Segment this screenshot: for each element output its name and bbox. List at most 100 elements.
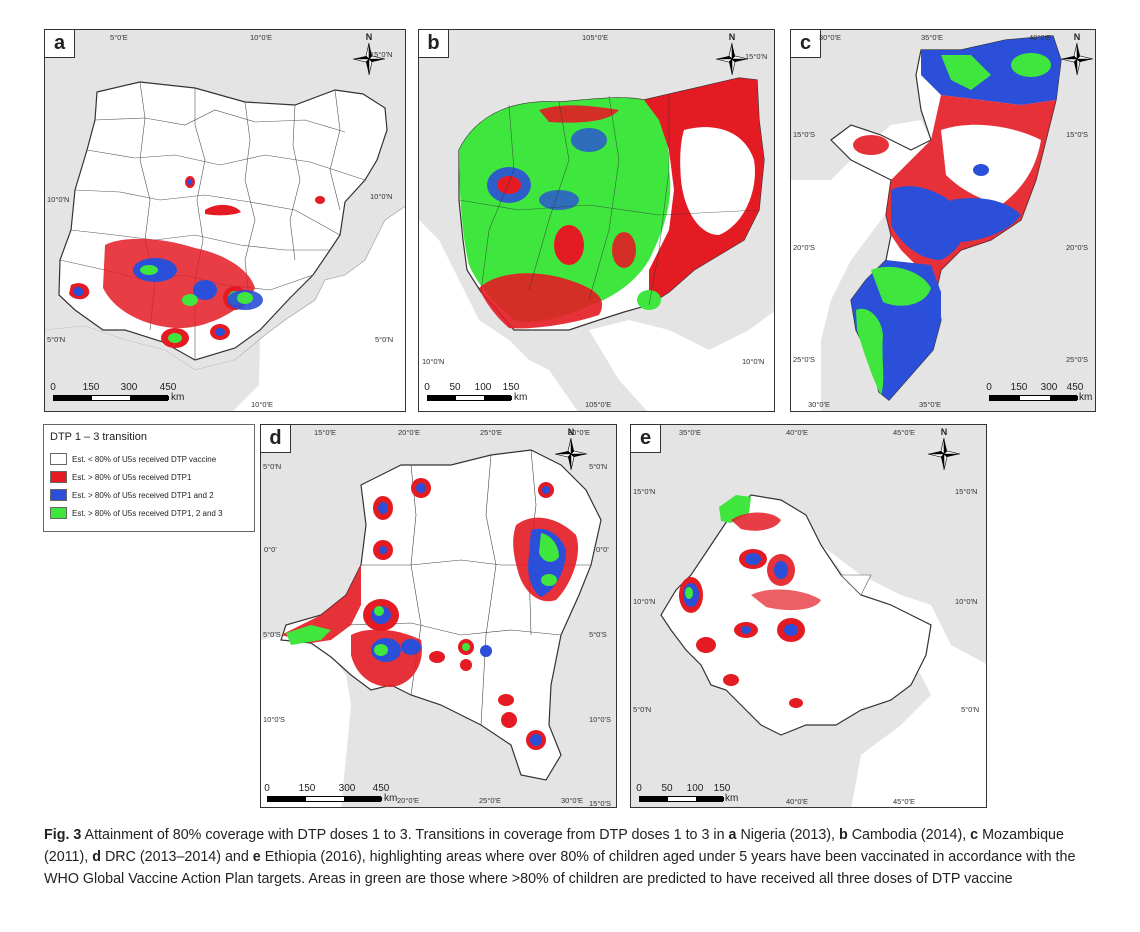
caption-text: DRC (2013–2014) and bbox=[104, 849, 249, 865]
coord-top-c-1: 30°0'E bbox=[819, 33, 841, 42]
scale-unit: km bbox=[171, 392, 185, 403]
legend-item-label: Est. > 80% of U5s received DTP1 and 2 bbox=[72, 490, 214, 500]
coverage-areas-c bbox=[851, 36, 1061, 400]
coord-left-a-2: 5°0'N bbox=[47, 335, 66, 344]
scale-unit: km bbox=[1079, 392, 1093, 403]
north-arrow-b: N bbox=[714, 32, 750, 78]
coord-right-d-3: 5°0'S bbox=[589, 630, 607, 639]
legend-swatch-white bbox=[50, 453, 67, 465]
coord-right-e-3: 5°0'N bbox=[961, 705, 980, 714]
scale-tick: 450 bbox=[159, 382, 177, 393]
map-panel-e: e 35°0'E 40°0'E 45°0'E 15°0'N 10°0'N 5°0… bbox=[630, 424, 987, 808]
drc-map bbox=[261, 449, 602, 807]
panel-label-a: a bbox=[45, 30, 75, 58]
coord-left-d-1: 5°0'N bbox=[263, 462, 282, 471]
caption-title: Attainment of 80% coverage with DTP dose… bbox=[84, 827, 412, 843]
north-label-d: N bbox=[567, 427, 575, 437]
coord-left-b-1: 10°0'N bbox=[422, 357, 445, 366]
coord-top-e-1: 35°0'E bbox=[679, 428, 701, 437]
scale-tick: 150 bbox=[1010, 382, 1028, 393]
scale-tick: 300 bbox=[120, 382, 138, 393]
north-label-a: N bbox=[365, 32, 373, 42]
scale-tick: 150 bbox=[502, 382, 520, 393]
map-panel-b: b 105°0'E 15°0'N 10°0'N 10°0'N 105°0'E N… bbox=[418, 29, 775, 412]
legend-swatch-green bbox=[50, 507, 67, 519]
coverage-areas-b bbox=[459, 78, 764, 329]
north-arrow-e: N bbox=[926, 427, 962, 473]
compass-icon bbox=[715, 42, 749, 76]
scale-tick: 450 bbox=[1066, 382, 1084, 393]
coord-bottom-e-2: 45°0'E bbox=[893, 797, 915, 806]
legend-swatch-blue bbox=[50, 489, 67, 501]
legend-title: DTP 1 – 3 transition bbox=[50, 431, 148, 443]
map-panel-c: c 30°0'E 35°0'E 40°0'E 15°0'S 20°0'S 25°… bbox=[790, 29, 1096, 412]
coord-top-a-3: 15°0'N bbox=[370, 50, 393, 59]
coord-top-e-2: 40°0'E bbox=[786, 428, 808, 437]
scale-bar-d: 0 150 300 450 km bbox=[264, 783, 407, 807]
caption-panel-ref: d bbox=[92, 849, 101, 865]
coord-top-e-3: 45°0'E bbox=[893, 428, 915, 437]
scale-tick: 0 bbox=[50, 382, 56, 393]
coord-top-b-1: 105°0'E bbox=[582, 33, 609, 42]
coverage-areas-e bbox=[679, 495, 821, 708]
scale-unit: km bbox=[514, 392, 528, 403]
north-arrow-c: N bbox=[1059, 32, 1095, 78]
scale-tick: 300 bbox=[1040, 382, 1058, 393]
coord-right-e-2: 10°0'N bbox=[955, 597, 978, 606]
caption-text: Ethiopia (2016), highlighting areas wher… bbox=[44, 849, 1076, 887]
compass-icon bbox=[352, 42, 386, 76]
coord-left-c-2: 20°0'S bbox=[793, 243, 815, 252]
north-label-c: N bbox=[1073, 32, 1081, 42]
legend: DTP 1 – 3 transition Est. < 80% of U5s r… bbox=[43, 424, 255, 532]
coord-top-d-1: 15°0'E bbox=[314, 428, 336, 437]
coord-top-c-2: 35°0'E bbox=[921, 33, 943, 42]
nigeria-map bbox=[45, 81, 405, 411]
caption-text: Cambodia (2014), bbox=[851, 827, 967, 843]
caption-text: Nigeria (2013), bbox=[740, 827, 836, 843]
coord-left-e-3: 5°0'N bbox=[633, 705, 652, 714]
coord-right-d-1: 5°0'N bbox=[589, 462, 608, 471]
coord-right-c-3: 25°0'S bbox=[1066, 355, 1088, 364]
coord-left-c-3: 25°0'S bbox=[793, 355, 815, 364]
coord-right-e-1: 15°0'N bbox=[955, 487, 978, 496]
scale-tick: 0 bbox=[636, 783, 642, 794]
legend-item: Est. < 80% of U5s received DTP vaccine bbox=[50, 450, 248, 468]
coord-left-d-4: 10°0'S bbox=[263, 715, 285, 724]
coord-right-c-2: 20°0'S bbox=[1066, 243, 1088, 252]
coord-bottom-a-1: 10°0'E bbox=[251, 400, 273, 409]
mozambique-map bbox=[791, 35, 1062, 411]
coord-right-c-1: 15°0'S bbox=[1066, 130, 1088, 139]
cambodia-map bbox=[419, 77, 774, 411]
scale-tick: 0 bbox=[424, 382, 430, 393]
coord-bottom-e-1: 40°0'E bbox=[786, 797, 808, 806]
caption-text: Mozambique (2011), bbox=[44, 827, 1064, 865]
ethiopia-map bbox=[660, 494, 986, 807]
legend-item-label: Est. > 80% of U5s received DTP1, 2 and 3 bbox=[72, 508, 223, 518]
coord-top-d-3: 25°0'E bbox=[480, 428, 502, 437]
coord-left-e-1: 15°0'N bbox=[633, 487, 656, 496]
scale-tick: 300 bbox=[338, 783, 356, 794]
panel-label-e: e bbox=[631, 425, 661, 453]
map-panel-d: d 15°0'E 20°0'E 25°0'E 30°0'E 5°0'N 0°0'… bbox=[260, 424, 617, 808]
coord-left-d-3: 5°0'S bbox=[263, 630, 281, 639]
compass-icon bbox=[927, 437, 961, 471]
legend-swatch-red bbox=[50, 471, 67, 483]
scale-tick: 100 bbox=[686, 783, 704, 794]
legend-item: Est. > 80% of U5s received DTP1 and 2 bbox=[50, 486, 248, 504]
scale-bar-a: 0 150 300 450 km bbox=[50, 382, 203, 408]
scale-tick: 0 bbox=[986, 382, 992, 393]
coord-bottom-c-2: 35°0'E bbox=[919, 400, 941, 409]
caption-panel-ref: c bbox=[970, 827, 979, 843]
scale-tick: 450 bbox=[372, 783, 390, 794]
legend-item-label: Est. < 80% of U5s received DTP vaccine bbox=[72, 454, 217, 464]
compass-icon bbox=[554, 437, 588, 471]
scale-bar-c: 0 150 300 450 km bbox=[986, 382, 1095, 408]
coord-bottom-d-4: 15°0'S bbox=[589, 799, 611, 808]
scale-tick: 150 bbox=[82, 382, 100, 393]
caption-text: Transitions in coverage from DTP doses 1… bbox=[415, 827, 725, 843]
coord-top-a-2: 10°0'E bbox=[250, 33, 272, 42]
legend-item-label: Est. > 80% of U5s received DTP1 bbox=[72, 472, 192, 482]
panel-label-b: b bbox=[419, 30, 449, 58]
coord-left-a-1: 10°0'N bbox=[47, 195, 70, 204]
scale-tick: 150 bbox=[298, 783, 316, 794]
